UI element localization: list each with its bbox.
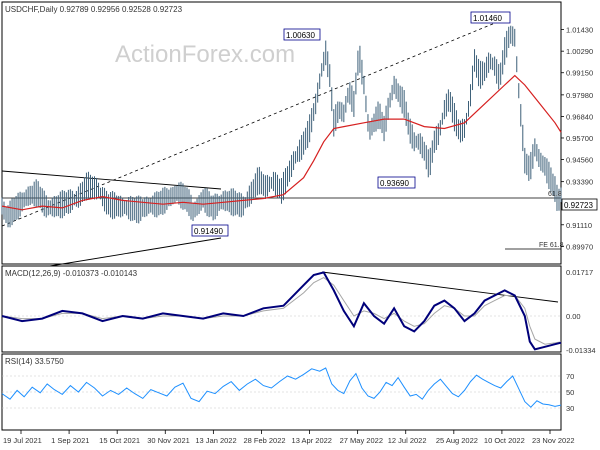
- time-tick-label: 30 Nov 2021: [147, 436, 190, 445]
- rsi-line: [1, 367, 562, 408]
- time-tick-label: 25 Aug 2022: [436, 436, 478, 445]
- price-bars: [1, 25, 562, 228]
- macd-tick-label: -0.01334: [566, 346, 596, 355]
- price-axis: 1.01430 1.00290 0.99150 0.97980 0.96840 0.957…: [561, 26, 593, 251]
- price-tick-label: 0.89970: [566, 242, 593, 251]
- label-low-2-text: 0.91490: [194, 227, 223, 236]
- rsi-axis: 70 50 30: [566, 372, 574, 413]
- symbol-header: USDCHF,Daily 0.92789 0.92956 0.92528 0.9…: [5, 5, 183, 14]
- time-tick-label: 15 Oct 2021: [99, 436, 140, 445]
- macd-tick-label: 0.00: [566, 312, 581, 321]
- current-price-tag: 0.92723: [561, 198, 598, 211]
- price-pane-frame: [1, 1, 562, 265]
- moving-average-line: [1, 74, 562, 211]
- rsi-title: RSI(14) 33.5750: [5, 357, 64, 366]
- current-price-text: 0.92723: [564, 201, 593, 210]
- macd-tick-label: 0.01717: [566, 268, 593, 277]
- price-tick-label: 0.95700: [566, 134, 593, 143]
- price-tick-label: 0.97980: [566, 91, 593, 100]
- fib-label: 61.8: [548, 191, 562, 198]
- label-high-2-text: 1.01460: [473, 14, 502, 23]
- macd-title: MACD(12,26,9) -0.010373 -0.010143: [5, 269, 138, 278]
- price-tick-label: 0.94560: [566, 156, 593, 165]
- macd-divergence-line: [321, 271, 559, 303]
- price-tick-label: 1.00290: [566, 47, 593, 56]
- support-trendline: [49, 237, 222, 267]
- time-tick-label: 12 Jul 2022: [388, 436, 427, 445]
- label-high-1-text: 1.00630: [286, 31, 315, 40]
- time-tick-label: 10 Oct 2022: [484, 436, 525, 445]
- time-tick-label: 19 Jul 2021: [3, 436, 42, 445]
- time-tick-label: 13 Jan 2022: [195, 436, 236, 445]
- macd-axis: 0.01717 0.00 -0.01334: [566, 268, 596, 355]
- rsi-tick-label: 30: [566, 404, 574, 413]
- time-tick-label: 1 Sep 2021: [51, 436, 89, 445]
- price-tick-label: 0.99150: [566, 69, 593, 78]
- price-tick-label: 0.93390: [566, 178, 593, 187]
- price-tick-label: 0.91110: [566, 221, 592, 230]
- macd-line: [1, 271, 562, 351]
- series-layer: [1, 74, 562, 408]
- watermark: ActionForex.com: [115, 41, 295, 68]
- fe-label: FE 61.8: [539, 242, 564, 249]
- price-tick-label: 1.01430: [566, 26, 593, 35]
- label-high-1: 1.00630: [283, 28, 321, 41]
- rsi-pane-frame: [1, 353, 562, 431]
- time-tick-label: 28 Feb 2022: [243, 436, 285, 445]
- channel-dashed-line: [1, 15, 513, 227]
- label-low-1: 0.93690: [377, 176, 416, 189]
- label-high-2: 1.01460: [470, 11, 511, 24]
- label-low-2: 0.91490: [191, 224, 229, 237]
- resistance-trendline: [1, 170, 222, 190]
- label-low-1-text: 0.93690: [380, 179, 409, 188]
- time-tick-label: 27 May 2022: [340, 436, 383, 445]
- time-tick-label: 13 Apr 2022: [292, 436, 332, 445]
- time-tick-label: 23 Nov 2022: [532, 436, 575, 445]
- rsi-tick-label: 70: [566, 372, 574, 381]
- time-axis: 19 Jul 2021 1 Sep 2021 15 Oct 2021 30 Nov 2…: [3, 430, 575, 445]
- rsi-tick-label: 50: [566, 388, 574, 397]
- price-tick-label: 0.96840: [566, 112, 593, 121]
